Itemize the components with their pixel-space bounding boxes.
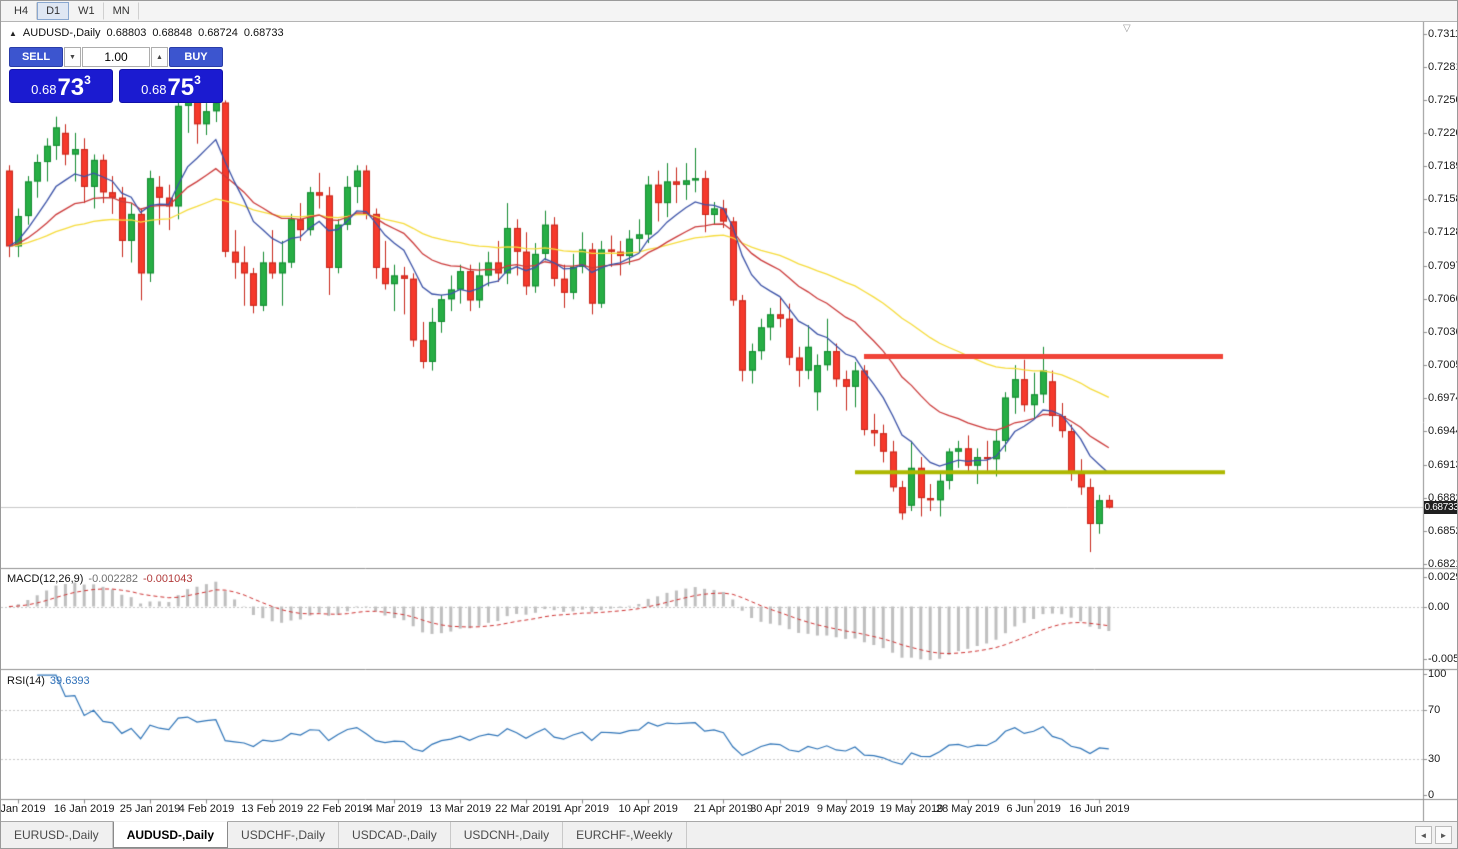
sell-price-prefix: 0.68 [31, 82, 57, 97]
timeframe-button-mn[interactable]: MN [104, 2, 139, 20]
rsi-value: 39.6393 [49, 675, 90, 687]
one-click-trade-panel: SELL ▼ ▲ BUY 0.68 73 3 0.68 75 3 [9, 47, 223, 103]
rsi-indicator-label: RSI(14) 39.6393 [7, 675, 90, 687]
timeframe-button-d1[interactable]: D1 [37, 2, 70, 20]
sell-price-sup: 3 [84, 73, 91, 87]
volume-down-button[interactable]: ▼ [64, 47, 81, 67]
tabs-scroll-left-button[interactable]: ◄ [1415, 826, 1432, 844]
buy-price-big: 75 [167, 74, 195, 101]
chart-tab-usdcnh[interactable]: USDCNH-,Daily [451, 822, 564, 848]
timeframe-toolbar: H4 D1 W1 MN [1, 1, 1457, 22]
ohlc-high: 0.68848 [152, 27, 193, 39]
volume-up-button[interactable]: ▲ [151, 47, 168, 67]
timeframe-button-w1[interactable]: W1 [69, 2, 104, 20]
chart-tab-eurusd[interactable]: EURUSD-,Daily [1, 822, 113, 848]
symbol-triangle-icon: ▲ [9, 28, 17, 38]
buy-button[interactable]: BUY [169, 47, 223, 67]
macd-signal-value: -0.001043 [142, 573, 193, 585]
sell-price-big: 73 [57, 74, 85, 101]
chart-canvas[interactable] [1, 22, 1457, 823]
sell-button[interactable]: SELL [9, 47, 63, 67]
tabs-scroll-right-button[interactable]: ► [1435, 826, 1452, 844]
chart-tab-audusd[interactable]: AUDUSD-,Daily [112, 821, 229, 848]
macd-main-value: -0.002282 [88, 573, 138, 585]
macd-indicator-label: MACD(12,26,9) -0.002282 -0.001043 [7, 573, 193, 585]
bid-price-tag: 0.68733 [1424, 501, 1458, 514]
rsi-name: RSI(14) [7, 675, 45, 687]
ohlc-close: 0.68733 [243, 27, 284, 39]
chart-ohlc-header: ▲ AUDUSD-,Daily 0.68803 0.68848 0.68724 … [9, 27, 284, 39]
chart-tabs-list: EURUSD-,Daily AUDUSD-,Daily USDCHF-,Daily U… [1, 821, 687, 848]
macd-name: MACD(12,26,9) [7, 573, 84, 585]
sell-price-button[interactable]: 0.68 73 3 [9, 69, 113, 103]
buy-price-button[interactable]: 0.68 75 3 [119, 69, 223, 103]
chart-tab-usdchf[interactable]: USDCHF-,Daily [228, 822, 340, 848]
ohlc-low: 0.68724 [198, 27, 238, 39]
tabs-scrolls: ◄ ► [1415, 822, 1457, 848]
chart-symbol-label: AUDUSD-,Daily [22, 27, 101, 39]
chart-shift-icon: ▽ [1123, 23, 1131, 34]
chart-tabs: EURUSD-,Daily AUDUSD-,Daily USDCHF-,Daily U… [1, 821, 1457, 848]
buy-price-prefix: 0.68 [141, 82, 167, 97]
ohlc-open: 0.68803 [106, 27, 147, 39]
chart-tab-eurchf[interactable]: EURCHF-,Weekly [563, 822, 687, 848]
timeframe-button-h4[interactable]: H4 [5, 2, 38, 20]
chart-tab-usdcad[interactable]: USDCAD-,Daily [339, 822, 451, 848]
volume-input[interactable] [82, 47, 150, 67]
buy-price-sup: 3 [194, 73, 201, 87]
